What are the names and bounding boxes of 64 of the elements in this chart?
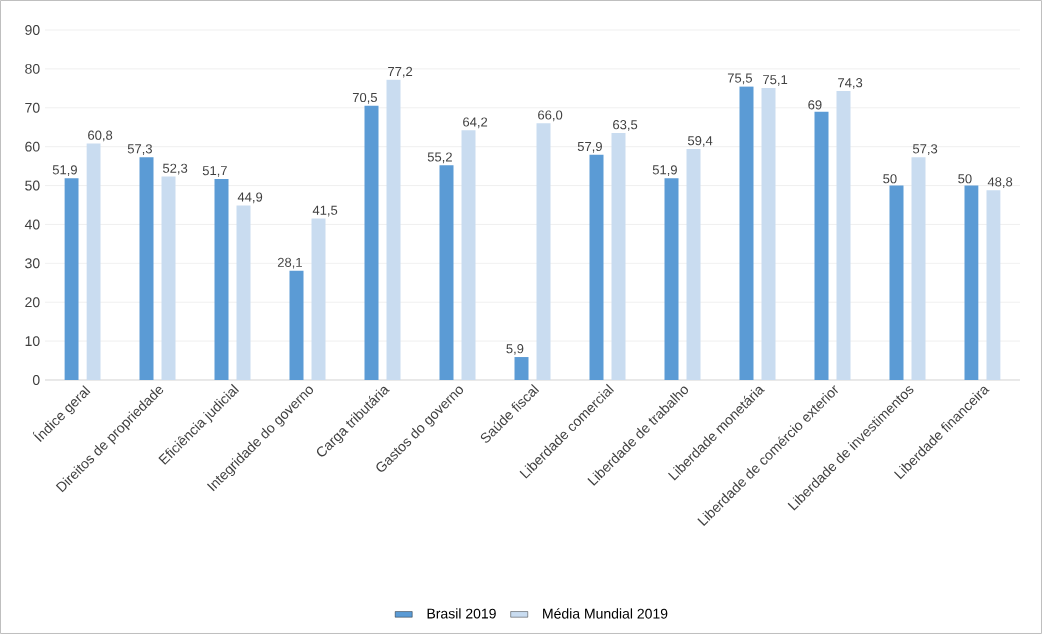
data-label: 60,8 — [88, 130, 113, 142]
legend-label: Brasil 2019 — [427, 608, 496, 619]
data-label: 51,9 — [652, 165, 677, 176]
bar — [836, 91, 851, 380]
bar — [214, 178, 229, 380]
data-label: 75,1 — [763, 75, 788, 86]
bar — [311, 218, 326, 380]
data-label: 51,9 — [52, 165, 77, 176]
bar — [589, 154, 604, 380]
bar — [911, 157, 926, 380]
data-label: 52,3 — [162, 163, 188, 175]
bar — [236, 205, 251, 380]
data-label: 57,3 — [127, 144, 152, 155]
bar — [86, 143, 101, 380]
y-tick-label: 30 — [25, 258, 40, 269]
bar — [139, 157, 154, 380]
data-label: 63,5 — [613, 120, 638, 131]
data-label: 77,2 — [388, 66, 413, 78]
data-label: 64,2 — [463, 117, 488, 129]
data-label: 69 — [808, 100, 822, 110]
bar — [289, 270, 304, 380]
y-tick-label: 90 — [25, 25, 40, 35]
bar — [439, 165, 454, 380]
data-label: 28,1 — [277, 257, 302, 269]
bar — [514, 357, 529, 380]
bar — [611, 133, 626, 380]
bar — [964, 185, 979, 380]
y-tick-label: 20 — [25, 297, 40, 308]
data-label: 5,9 — [506, 344, 524, 355]
bar — [986, 190, 1001, 380]
bar — [761, 87, 776, 380]
bar — [64, 178, 79, 380]
data-label: 41,5 — [312, 205, 338, 217]
y-tick-label: 60 — [25, 141, 40, 152]
legend-label: Média Mundial 2019 — [543, 608, 668, 619]
bar — [889, 185, 904, 380]
y-tick-label: 0 — [32, 375, 40, 385]
data-label: 75,5 — [727, 73, 752, 85]
data-label: 59,4 — [687, 136, 713, 147]
bar — [461, 130, 476, 380]
y-tick-label: 70 — [25, 102, 40, 113]
bar — [739, 86, 754, 380]
bar — [686, 148, 701, 380]
data-label: 55,2 — [427, 152, 452, 164]
data-label: 57,9 — [577, 141, 602, 153]
y-tick-label: 40 — [24, 219, 40, 230]
bar — [664, 178, 679, 380]
data-label: 57,3 — [912, 144, 938, 155]
bar — [161, 176, 176, 380]
y-tick-label: 10 — [25, 336, 40, 347]
data-label: 44,9 — [237, 192, 263, 204]
data-label: 50 — [958, 174, 972, 184]
bar — [386, 79, 401, 380]
data-label: 48,8 — [987, 177, 1013, 189]
data-label: 70,5 — [352, 92, 378, 104]
data-label: 50 — [883, 174, 897, 184]
bar — [536, 123, 551, 380]
bar — [814, 111, 829, 380]
data-label: 51,7 — [202, 166, 227, 177]
data-label: 66,0 — [538, 110, 563, 122]
y-tick-label: 80 — [25, 63, 40, 74]
bar — [364, 105, 379, 380]
data-label: 74,3 — [838, 78, 863, 89]
y-tick-label: 50 — [25, 180, 40, 191]
